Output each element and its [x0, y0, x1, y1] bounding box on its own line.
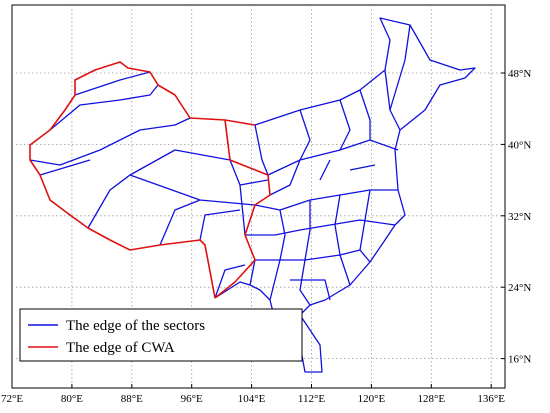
y-tick-label: 16°N — [508, 354, 531, 366]
cwa-inner-edge — [214, 119, 271, 299]
legend-label: The edge of the sectors — [66, 318, 205, 334]
y-tick-label: 24°N — [508, 282, 531, 294]
x-tick-label: 72°E — [1, 393, 23, 405]
legend: The edge of the sectors The edge of CWA — [19, 308, 303, 362]
x-tick-label: 136°E — [477, 393, 505, 405]
x-tick-label: 80°E — [61, 393, 83, 405]
legend-label: The edge of CWA — [66, 340, 175, 356]
y-tick-label: 32°N — [508, 211, 531, 223]
cwa-outline — [29, 61, 256, 299]
x-tick-label: 120°E — [358, 393, 386, 405]
sector-lines — [29, 24, 411, 331]
x-tick-label: 112°E — [298, 393, 325, 405]
x-tick-label: 128°E — [417, 393, 445, 405]
y-tick-label: 48°N — [508, 68, 531, 80]
legend-box — [19, 308, 303, 362]
map-frame — [11, 4, 506, 389]
x-tick-label: 104°E — [238, 393, 266, 405]
cwa-edges — [29, 61, 271, 299]
x-tick-label: 96°E — [181, 393, 203, 405]
x-tick-label: 88°E — [121, 393, 143, 405]
y-tick-label: 40°N — [508, 139, 531, 151]
